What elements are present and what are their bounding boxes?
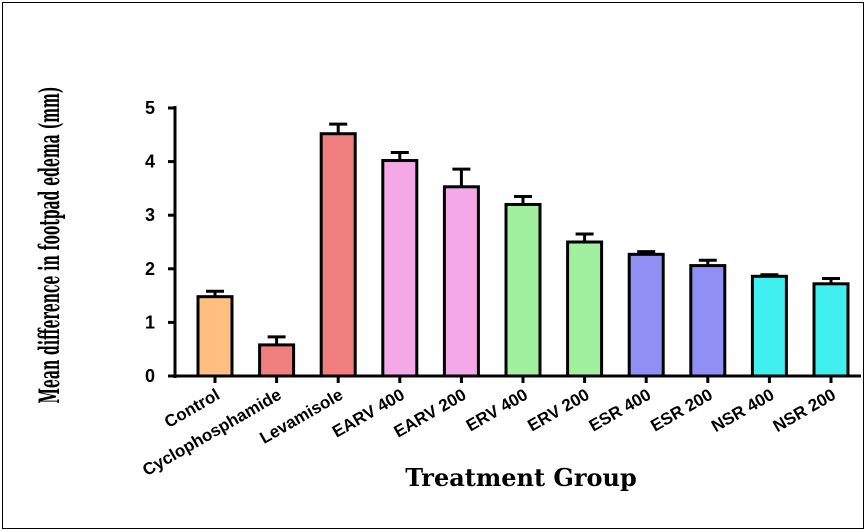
- bars: [196, 122, 850, 378]
- y-tick-label: 3: [145, 205, 155, 225]
- bar: [258, 343, 296, 378]
- x-tick-label: NSR 400: [708, 385, 777, 436]
- bar: [196, 295, 234, 378]
- x-tick-label: ERV 400: [463, 385, 531, 435]
- bar: [504, 202, 542, 378]
- bar: [812, 282, 850, 378]
- x-tick-label: ESR 200: [647, 385, 715, 435]
- bar: [750, 274, 788, 378]
- y-axis-label: Mean difference in footpad edema (mm): [34, 87, 67, 404]
- y-tick-labels: 0 1 2 3 4 5: [145, 98, 155, 386]
- y-tick-label: 2: [145, 259, 155, 279]
- y-tick-label: 1: [145, 312, 155, 332]
- bar: [442, 185, 480, 378]
- bar: [319, 132, 357, 378]
- y-tick-label: 0: [145, 366, 155, 386]
- y-tick-label: 5: [145, 98, 155, 118]
- x-axis-label: Treatment Group: [405, 463, 637, 492]
- bar: [689, 264, 727, 378]
- bar: [381, 159, 419, 378]
- x-tick-label: ERV 200: [524, 385, 592, 435]
- x-tick-label: ESR 400: [586, 385, 654, 435]
- bar: [566, 240, 604, 378]
- y-tick-label: 4: [145, 152, 155, 172]
- bar: [627, 252, 665, 378]
- x-tick-label: NSR 200: [770, 385, 839, 436]
